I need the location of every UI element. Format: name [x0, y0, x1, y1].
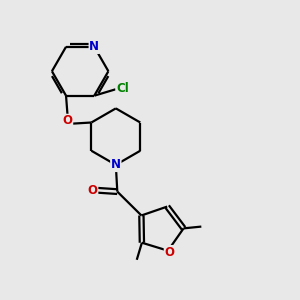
- Text: N: N: [111, 158, 121, 171]
- Text: O: O: [88, 184, 98, 196]
- Text: O: O: [164, 246, 174, 259]
- Text: N: N: [89, 40, 99, 53]
- Text: O: O: [62, 115, 73, 128]
- Text: Cl: Cl: [116, 82, 129, 95]
